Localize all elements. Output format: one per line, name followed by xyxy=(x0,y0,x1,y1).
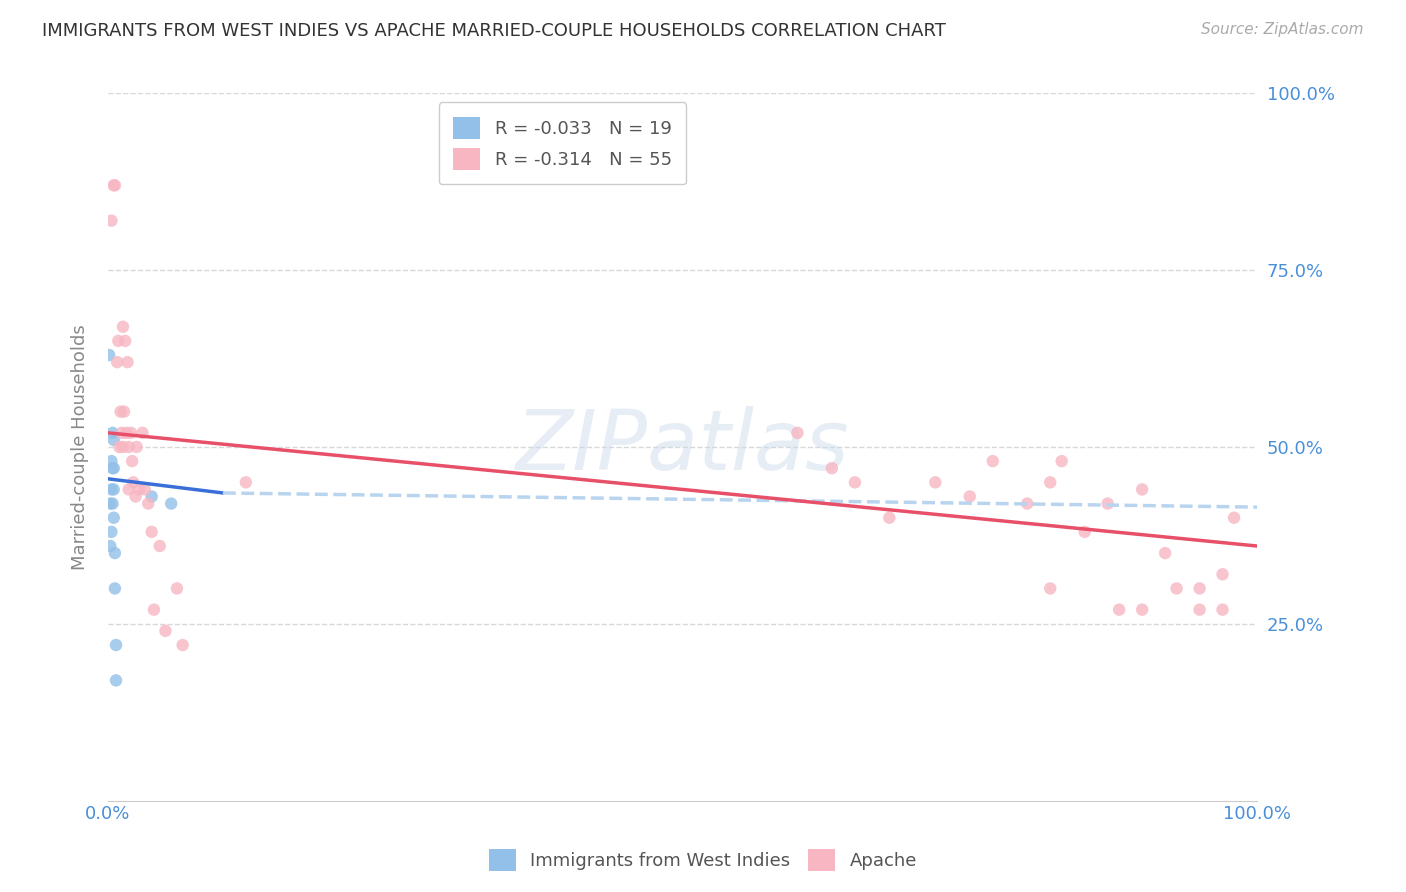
Point xyxy=(149,539,172,553)
Point xyxy=(1212,567,1234,582)
Legend: R = -0.033   N = 19, R = -0.314   N = 55: R = -0.033 N = 19, R = -0.314 N = 55 xyxy=(439,103,686,185)
Point xyxy=(100,524,122,539)
Point xyxy=(104,582,127,596)
Point xyxy=(105,355,128,369)
Point xyxy=(105,638,128,652)
Point xyxy=(103,461,125,475)
Point xyxy=(104,178,127,193)
Point xyxy=(1154,546,1177,560)
Point xyxy=(128,483,150,497)
Point xyxy=(136,497,159,511)
Point xyxy=(160,497,183,511)
Point xyxy=(98,539,121,553)
Point xyxy=(844,475,866,490)
Text: Source: ZipAtlas.com: Source: ZipAtlas.com xyxy=(1201,22,1364,37)
Point xyxy=(1050,454,1073,468)
Point xyxy=(1108,602,1130,616)
Point xyxy=(98,497,121,511)
Legend: Immigrants from West Indies, Apache: Immigrants from West Indies, Apache xyxy=(481,842,925,879)
Point xyxy=(1039,582,1062,596)
Point xyxy=(118,440,141,454)
Point xyxy=(98,348,121,362)
Point xyxy=(115,425,138,440)
Point xyxy=(155,624,177,638)
Point xyxy=(114,334,136,348)
Text: ZIPatlas: ZIPatlas xyxy=(516,407,849,488)
Point xyxy=(981,454,1004,468)
Point xyxy=(141,524,163,539)
Point xyxy=(103,510,125,524)
Point xyxy=(879,510,901,524)
Point xyxy=(107,334,129,348)
Point xyxy=(1039,475,1062,490)
Point xyxy=(142,602,165,616)
Point xyxy=(101,497,124,511)
Point xyxy=(821,461,844,475)
Point xyxy=(172,638,194,652)
Point xyxy=(131,425,153,440)
Point xyxy=(103,433,125,447)
Point xyxy=(101,461,124,475)
Point xyxy=(118,483,141,497)
Point xyxy=(117,355,139,369)
Point xyxy=(120,425,142,440)
Point xyxy=(1188,582,1211,596)
Point xyxy=(103,178,125,193)
Point xyxy=(959,490,981,504)
Point xyxy=(111,440,134,454)
Point xyxy=(1188,602,1211,616)
Point xyxy=(112,404,135,418)
Point xyxy=(1130,483,1153,497)
Point xyxy=(1166,582,1188,596)
Point xyxy=(110,404,132,418)
Point xyxy=(111,319,134,334)
Point xyxy=(1212,602,1234,616)
Text: IMMIGRANTS FROM WEST INDIES VS APACHE MARRIED-COUPLE HOUSEHOLDS CORRELATION CHAR: IMMIGRANTS FROM WEST INDIES VS APACHE MA… xyxy=(42,22,946,40)
Point xyxy=(101,425,124,440)
Point xyxy=(104,546,127,560)
Point xyxy=(1130,602,1153,616)
Point xyxy=(111,425,134,440)
Point xyxy=(141,490,163,504)
Point xyxy=(1017,497,1039,511)
Point xyxy=(121,454,143,468)
Point xyxy=(100,454,122,468)
Point xyxy=(103,483,125,497)
Point xyxy=(108,440,131,454)
Point xyxy=(100,213,122,227)
Point xyxy=(924,475,946,490)
Point xyxy=(235,475,257,490)
Point xyxy=(786,425,808,440)
Point xyxy=(124,490,146,504)
Point xyxy=(134,483,156,497)
Y-axis label: Married-couple Households: Married-couple Households xyxy=(72,324,89,570)
Point xyxy=(1073,524,1095,539)
Point xyxy=(122,475,145,490)
Point xyxy=(100,483,122,497)
Point xyxy=(166,582,188,596)
Point xyxy=(1097,497,1119,511)
Point xyxy=(1223,510,1246,524)
Point xyxy=(105,673,128,688)
Point xyxy=(125,440,148,454)
